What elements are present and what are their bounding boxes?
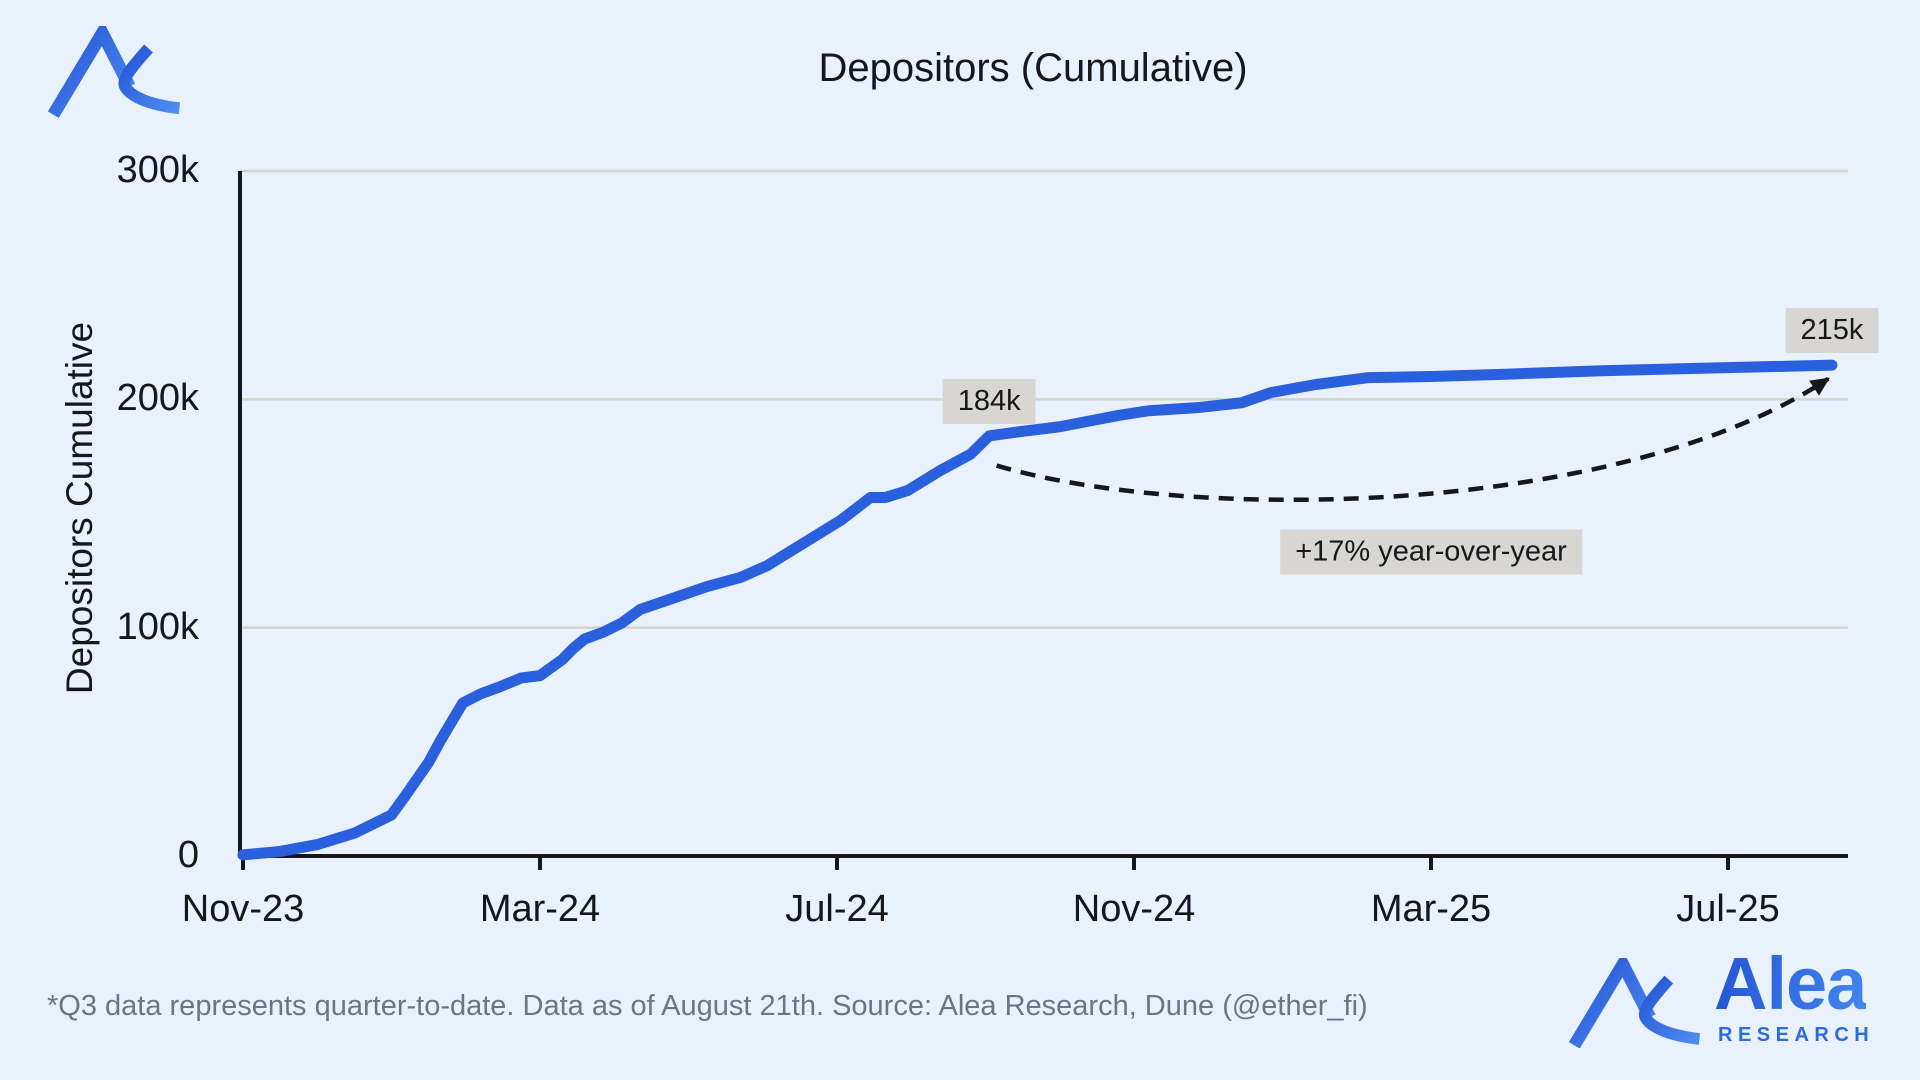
footnote-source-text: *Q3 data represents quarter-to-date. Dat… [47,990,1368,1022]
yoy-arrow [995,376,1830,503]
logo-lambda-stroke [1568,958,1656,1048]
brand-subtitle: RESEARCH [1718,1024,1875,1046]
alea-logo-mark [1568,958,1701,1048]
depositors-line [237,359,1838,861]
logo-lambda-stroke [47,26,136,118]
logo-swoosh-stroke [1638,975,1701,1045]
brand-footer: Alea RESEARCH [1568,946,1898,1062]
chart-title: Depositors (Cumulative) [818,46,1248,90]
logo-swoosh-stroke [118,44,181,115]
alea-logo-mark [47,26,181,118]
brand-wordmark: Alea [1714,942,1867,1025]
